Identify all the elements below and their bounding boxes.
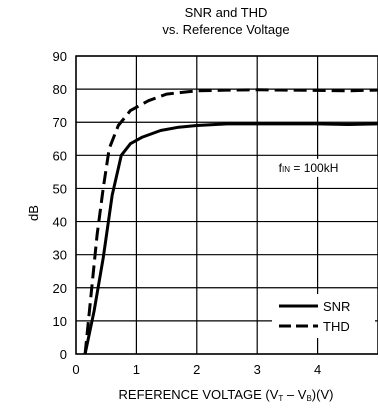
y-axis-label: dB: [26, 205, 41, 221]
y-tick-labels: 0 10 20 30 40 50 60 70 80 90: [53, 49, 67, 362]
legend-label-thd: THD: [323, 319, 350, 334]
series-line-thd: [83, 88, 378, 355]
chart-title-line-2: vs. Reference Voltage: [162, 22, 289, 37]
x-tick-label-2: 2: [193, 362, 200, 377]
y-tick-label-80: 80: [53, 82, 67, 97]
legend-background: [272, 294, 375, 338]
y-tick-label-20: 20: [53, 281, 67, 296]
series-line-snr: [83, 122, 378, 355]
y-tick-label-40: 40: [53, 215, 67, 230]
y-tick-label-70: 70: [53, 115, 67, 130]
y-tick-label-60: 60: [53, 148, 67, 163]
x-tick-label-3: 3: [254, 362, 261, 377]
chart-title-line-1: SNR and THD: [185, 5, 268, 20]
legend: SNR THD: [272, 294, 375, 338]
frequency-annotation: fIN = 100kH: [279, 161, 339, 175]
y-tick-label-0: 0: [60, 347, 67, 362]
x-tick-label-4: 4: [314, 362, 321, 377]
x-tick-label-0: 0: [72, 362, 79, 377]
y-tick-label-90: 90: [53, 49, 67, 64]
series-lines: [83, 88, 378, 355]
x-axis-label: REFERENCE VOLTAGE (VT – VB)(V): [119, 387, 334, 403]
y-tick-label-30: 30: [53, 248, 67, 263]
y-tick-label-10: 10: [53, 314, 67, 329]
x-tick-labels: 0 1 2 3 4: [72, 362, 321, 377]
y-tick-label-50: 50: [53, 181, 67, 196]
legend-label-snr: SNR: [323, 299, 350, 314]
annotation-background: [274, 158, 343, 177]
x-tick-label-1: 1: [133, 362, 140, 377]
plot-frame: [75, 55, 378, 355]
